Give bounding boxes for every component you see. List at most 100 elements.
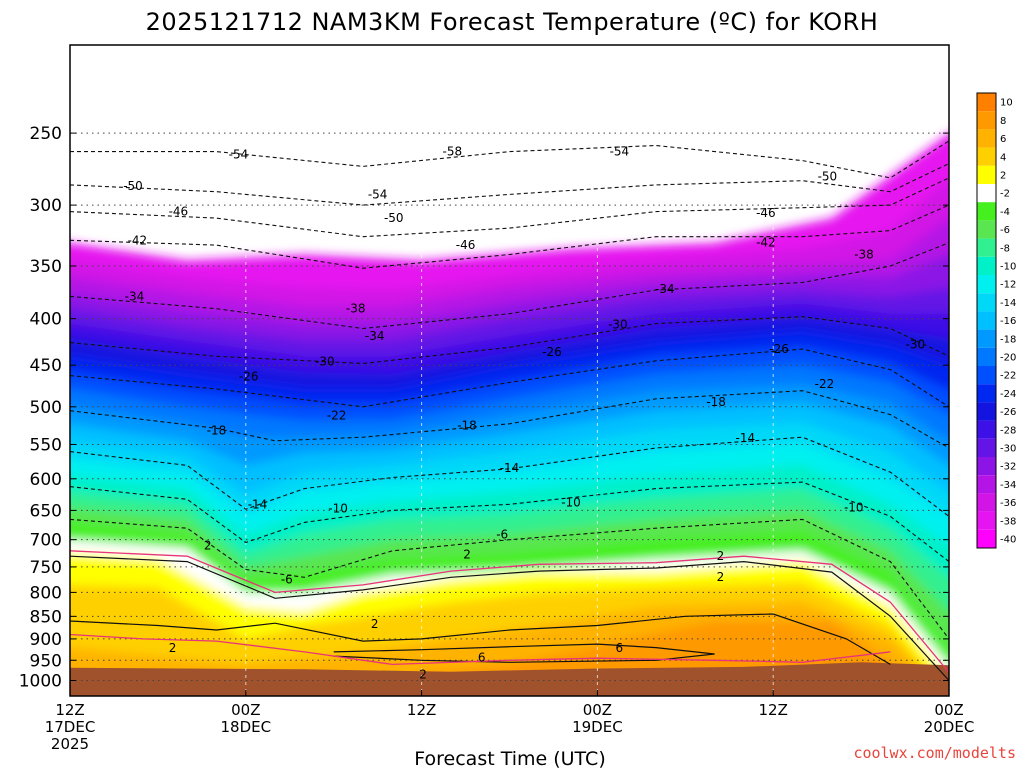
x-tick-label: 18DEC xyxy=(221,718,272,736)
colorbar-label: -38 xyxy=(1000,516,1016,527)
contour-label: -6 xyxy=(496,528,508,542)
colorbar-swatch xyxy=(977,238,996,257)
contour-label: 2 xyxy=(717,549,725,563)
y-axis: 250 300 350 400 450 500 550 600 650 700 750 800 850 9… xyxy=(19,124,949,692)
contour-label: 2 xyxy=(717,570,725,584)
contour-label: 6 xyxy=(616,641,624,655)
contour-label: -54 xyxy=(229,148,249,162)
contour-label: -58 xyxy=(443,145,463,159)
colorbar-label: -40 xyxy=(1000,535,1016,546)
freezing-contour xyxy=(70,633,891,666)
y-tick-label: 850 xyxy=(30,607,62,627)
colorbar-label: 6 xyxy=(1000,134,1006,145)
x-tick-label: 17DEC xyxy=(45,718,96,736)
contour-label: -10 xyxy=(844,500,864,514)
colorbar-label: -18 xyxy=(1000,334,1016,345)
contour-line xyxy=(70,436,949,517)
contour-label: -26 xyxy=(239,369,259,383)
contour-label: -38 xyxy=(346,302,366,316)
colorbar-swatch xyxy=(977,475,996,494)
y-tick-label: 750 xyxy=(30,558,62,578)
x-axis-label: Forecast Time (UTC) xyxy=(414,748,605,768)
colorbar-label: -4 xyxy=(1000,207,1010,218)
colorbar-label: -36 xyxy=(1000,498,1016,509)
contour-label: 2 xyxy=(169,641,177,655)
contour-label: -14 xyxy=(500,461,520,475)
colorbar-label: -14 xyxy=(1000,298,1016,309)
contour-label: -22 xyxy=(815,377,835,391)
x-tick-label: 2025 xyxy=(51,735,89,753)
contour-line xyxy=(70,390,949,449)
freezing-contour xyxy=(70,550,949,673)
colorbar-swatch xyxy=(977,256,996,275)
colorbar-swatch xyxy=(977,311,996,330)
colorbar-swatch xyxy=(977,438,996,457)
y-tick-label: 450 xyxy=(30,356,62,376)
colorbar-swatch xyxy=(977,111,996,130)
contour-label: -50 xyxy=(818,169,838,183)
credit-link[interactable]: coolwx.com/modelts xyxy=(853,744,1016,762)
plot-area xyxy=(70,45,949,696)
colorbar-label: -28 xyxy=(1000,425,1016,436)
colorbar-swatch xyxy=(977,293,996,312)
contour-line xyxy=(70,316,949,365)
x-tick-label: 12Z xyxy=(759,701,788,719)
y-tick-label: 650 xyxy=(30,501,62,521)
colorbar-label: -24 xyxy=(1000,389,1016,400)
colorbar-label: 10 xyxy=(1000,98,1013,109)
y-tick-label: 600 xyxy=(30,470,62,490)
colorbar-label: -8 xyxy=(1000,243,1010,254)
contour-label: 2 xyxy=(371,617,379,631)
contour-line xyxy=(70,163,949,206)
colorbar-swatch xyxy=(977,329,996,348)
colorbar-label: -32 xyxy=(1000,462,1016,473)
colorbar-label: 4 xyxy=(1000,152,1006,163)
colorbar-label: -20 xyxy=(1000,353,1016,364)
contour-label: -18 xyxy=(207,424,227,438)
contour-label: -30 xyxy=(315,355,335,369)
contour-label: -42 xyxy=(756,236,776,250)
y-tick-label: 550 xyxy=(30,435,62,455)
colorbar-label: -16 xyxy=(1000,316,1016,327)
ground-fill xyxy=(70,662,949,696)
contour-label: -50 xyxy=(123,179,143,193)
contour-label: -10 xyxy=(561,495,581,509)
contour-label: -14 xyxy=(736,431,756,445)
x-tick-label: 12Z xyxy=(407,701,436,719)
contour-line xyxy=(70,481,949,563)
contour-label: -22 xyxy=(327,408,347,422)
colorbar-label: -12 xyxy=(1000,280,1016,291)
colorbar-swatch xyxy=(977,384,996,403)
colorbar-swatch xyxy=(977,147,996,166)
contour-labels: -58 -54 -54 -54 -50 -50 -50 -46 -46 -46 -42 -42 -38 -… xyxy=(123,145,925,682)
contour-label: -34 xyxy=(655,282,675,296)
y-tick-label: 500 xyxy=(30,398,62,418)
contour-line xyxy=(70,348,949,408)
contour-label: -46 xyxy=(756,206,776,220)
colorbar-label: -30 xyxy=(1000,444,1016,455)
contour-line xyxy=(70,242,949,330)
x-tick-label: 20DEC xyxy=(924,718,975,736)
chart-title: 2025121712 NAM3KM Forecast Temperature (… xyxy=(146,8,879,36)
colorbar-swatch xyxy=(977,165,996,184)
contour-label: -42 xyxy=(128,233,148,247)
contour-label: -30 xyxy=(608,318,628,332)
colorbar-frame xyxy=(976,92,997,549)
colorbar: 10 8 6 4 2 -2 -4 -6 -8 -10 -12 -14 -16 -18 -20 -22 -24 -2… xyxy=(976,92,1016,549)
contour-label: -46 xyxy=(169,205,189,219)
contour-line xyxy=(70,518,949,640)
colorbar-swatch xyxy=(977,366,996,385)
colorbar-swatch xyxy=(977,511,996,530)
contour-label: -46 xyxy=(456,238,476,252)
contour-label: -50 xyxy=(384,211,404,225)
x-tick-label: 19DEC xyxy=(572,718,623,736)
contour-label: -54 xyxy=(610,145,630,159)
contour-label: -6 xyxy=(281,572,293,586)
x-tick-label: 00Z xyxy=(934,701,963,719)
contour-label: -38 xyxy=(854,248,874,262)
contour-label: -34 xyxy=(365,329,385,343)
y-tick-label: 700 xyxy=(30,531,62,551)
colorbar-label: 2 xyxy=(1000,171,1006,182)
colorbar-label: -6 xyxy=(1000,225,1010,236)
